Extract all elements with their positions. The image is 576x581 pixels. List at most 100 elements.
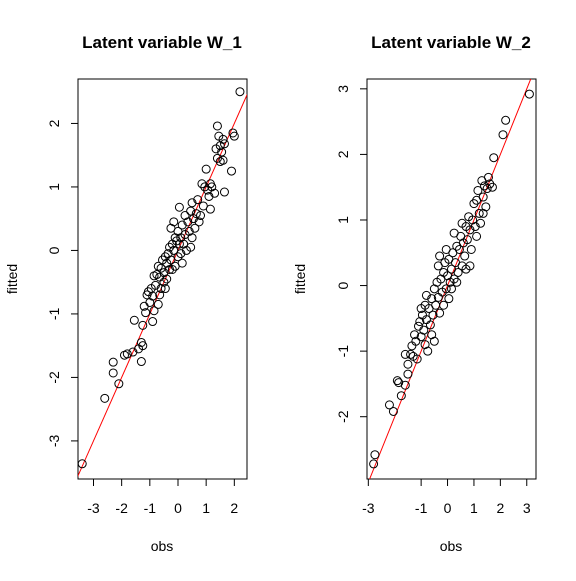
data-point [77,459,87,469]
data-point [153,299,163,309]
data-point [184,226,194,236]
y-tick-label: 3 [335,85,351,93]
data-point [190,223,200,233]
data-point [153,261,163,271]
data-point [452,277,462,287]
data-point [219,187,229,197]
data-point [177,258,187,268]
data-point [194,217,204,227]
data-point [449,274,459,284]
data-point [441,284,451,294]
x-tick-label: -3 [362,500,375,516]
data-point [191,209,201,219]
data-point [145,297,155,307]
data-point [388,406,398,416]
data-point [472,231,482,241]
data-point [474,208,484,218]
data-point [441,244,451,254]
data-point [138,320,148,330]
data-point [485,179,495,189]
data-point [421,290,431,300]
data-point [207,182,217,192]
data-point [212,153,222,163]
data-point [122,349,132,359]
y-tick-label: -1 [46,307,62,320]
points-layer-w2 [369,89,534,469]
data-point [412,354,422,364]
y-axis-label-w2: fitted [292,264,308,294]
data-point [431,300,441,310]
data-point [478,208,488,218]
data-point [160,252,170,262]
data-point [180,211,190,221]
data-point [196,211,206,221]
data-point [444,294,454,304]
y-tick-label: -3 [46,434,62,447]
data-point [439,300,449,310]
data-point [114,379,124,389]
data-point [129,315,139,325]
data-point [219,139,229,149]
data-point [410,330,420,340]
data-point [394,378,404,388]
x-axis-w2: -3 -1 0 1 2 3 [362,479,531,516]
data-point [159,277,169,287]
data-point [457,218,467,228]
data-point [416,304,426,314]
data-point [435,308,445,318]
data-point [476,218,486,228]
data-point [423,346,433,356]
plot-frame-w1 [77,78,248,480]
data-point [384,400,394,410]
data-point [465,225,475,235]
data-point [138,341,148,351]
data-point [205,204,215,214]
data-point [416,332,426,342]
points-layer-w1 [77,87,245,469]
data-point [210,188,220,198]
data-point [447,284,456,294]
x-axis-label-w1: obs [151,538,174,554]
data-point [415,317,425,327]
x-tick-label: 1 [470,500,478,516]
data-point [160,284,170,294]
data-point [166,223,176,233]
x-tick-label: 2 [496,500,504,516]
x-tick-label: -1 [415,500,428,516]
data-point [218,134,228,144]
data-point [419,325,429,335]
data-point [483,172,493,182]
data-point [433,261,443,271]
data-point [167,264,177,274]
data-point [498,130,508,140]
data-point [169,217,179,227]
x-tick-label: -3 [87,500,100,516]
data-point [453,267,463,277]
data-point [400,349,410,359]
x-tick-label: -1 [144,500,157,516]
x-tick-label: 1 [202,500,210,516]
data-point [429,284,439,294]
data-point [177,220,187,230]
data-point [200,182,210,192]
data-point [149,271,159,281]
x-axis-w1: -3 -2 -1 0 1 2 [87,479,238,516]
y-axis-w2: -2 -1 0 1 2 3 [335,85,367,423]
data-point [142,290,152,300]
chart-title-w2: Latent variable W_2 [371,33,531,52]
data-point [162,274,172,284]
data-point [460,251,470,261]
data-point [174,202,184,212]
data-point [108,368,118,378]
plot-frame-w2 [366,78,537,480]
data-point [449,228,459,238]
data-point [470,222,480,232]
data-point [212,121,222,131]
data-point [201,164,211,174]
data-point [193,195,203,205]
data-point [187,233,197,243]
data-point [478,192,488,202]
data-point [489,153,499,163]
